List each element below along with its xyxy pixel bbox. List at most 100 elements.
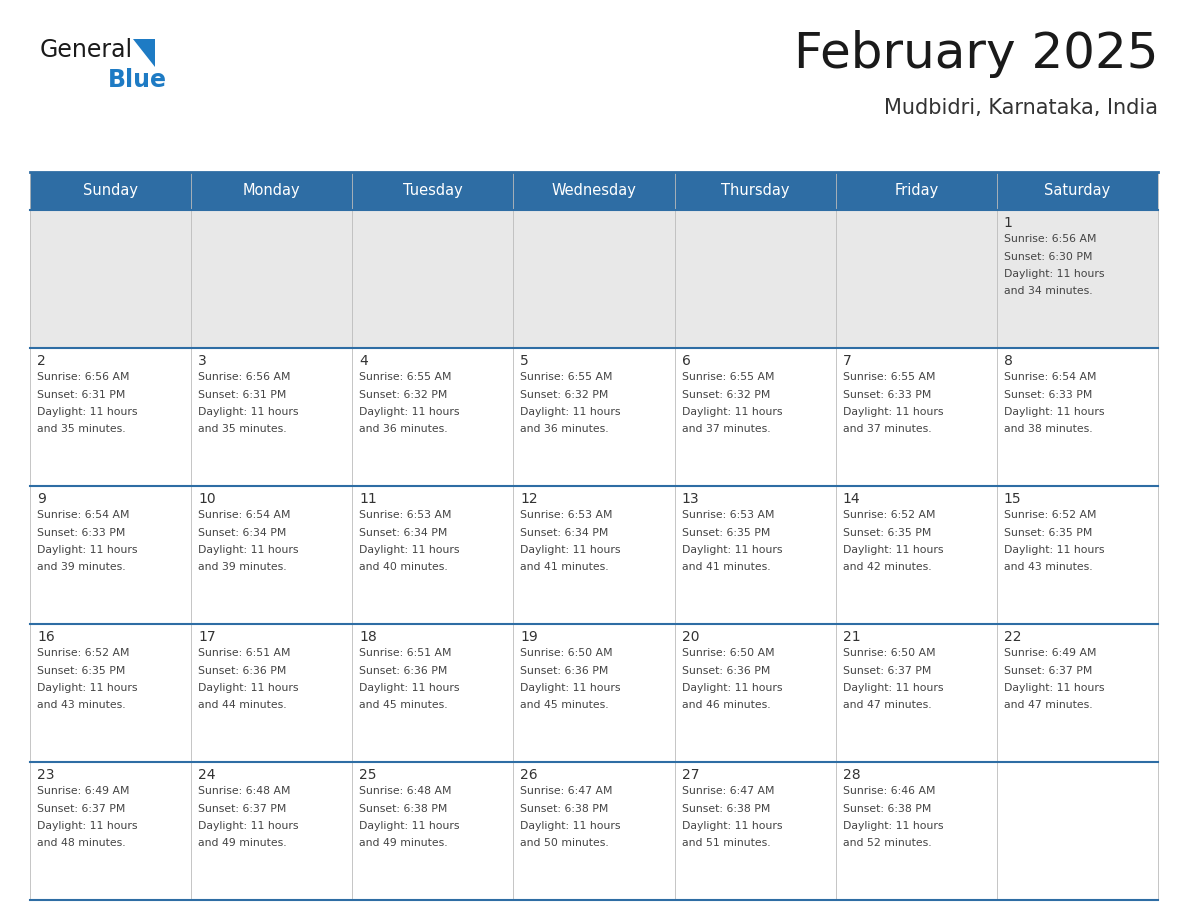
Text: Daylight: 11 hours: Daylight: 11 hours <box>842 407 943 417</box>
Text: Daylight: 11 hours: Daylight: 11 hours <box>37 683 138 693</box>
Text: Daylight: 11 hours: Daylight: 11 hours <box>842 683 943 693</box>
Text: Sunset: 6:36 PM: Sunset: 6:36 PM <box>682 666 770 676</box>
Text: Thursday: Thursday <box>721 184 789 198</box>
Text: General: General <box>40 38 133 62</box>
Text: Sunset: 6:34 PM: Sunset: 6:34 PM <box>359 528 448 538</box>
Text: 22: 22 <box>1004 630 1022 644</box>
Text: February 2025: February 2025 <box>794 30 1158 78</box>
Text: Daylight: 11 hours: Daylight: 11 hours <box>359 821 460 831</box>
Text: Daylight: 11 hours: Daylight: 11 hours <box>198 683 298 693</box>
Text: 4: 4 <box>359 354 368 368</box>
Text: 13: 13 <box>682 492 700 506</box>
Text: Sunset: 6:37 PM: Sunset: 6:37 PM <box>37 803 126 813</box>
Text: 7: 7 <box>842 354 852 368</box>
Text: and 43 minutes.: and 43 minutes. <box>37 700 126 711</box>
Text: 27: 27 <box>682 768 699 782</box>
Text: and 35 minutes.: and 35 minutes. <box>37 424 126 434</box>
Text: and 50 minutes.: and 50 minutes. <box>520 838 609 848</box>
Text: and 37 minutes.: and 37 minutes. <box>682 424 770 434</box>
Text: Daylight: 11 hours: Daylight: 11 hours <box>1004 683 1105 693</box>
Text: and 52 minutes.: and 52 minutes. <box>842 838 931 848</box>
Text: Sunset: 6:36 PM: Sunset: 6:36 PM <box>520 666 608 676</box>
Text: 19: 19 <box>520 630 538 644</box>
Text: Sunrise: 6:53 AM: Sunrise: 6:53 AM <box>520 510 613 520</box>
Text: and 38 minutes.: and 38 minutes. <box>1004 424 1093 434</box>
Text: Sunrise: 6:56 AM: Sunrise: 6:56 AM <box>1004 234 1097 244</box>
Text: and 42 minutes.: and 42 minutes. <box>842 563 931 573</box>
Text: Sunrise: 6:52 AM: Sunrise: 6:52 AM <box>1004 510 1097 520</box>
Text: and 47 minutes.: and 47 minutes. <box>1004 700 1093 711</box>
Bar <box>30 210 1158 348</box>
Text: Sunset: 6:35 PM: Sunset: 6:35 PM <box>842 528 931 538</box>
Text: Daylight: 11 hours: Daylight: 11 hours <box>520 545 621 555</box>
Text: Daylight: 11 hours: Daylight: 11 hours <box>520 821 621 831</box>
Text: Sunset: 6:38 PM: Sunset: 6:38 PM <box>359 803 448 813</box>
Text: 20: 20 <box>682 630 699 644</box>
Text: 23: 23 <box>37 768 55 782</box>
Text: and 43 minutes.: and 43 minutes. <box>1004 563 1093 573</box>
Text: 14: 14 <box>842 492 860 506</box>
Text: and 48 minutes.: and 48 minutes. <box>37 838 126 848</box>
Text: 21: 21 <box>842 630 860 644</box>
Text: Mudbidri, Karnataka, India: Mudbidri, Karnataka, India <box>884 98 1158 118</box>
Text: Sunrise: 6:54 AM: Sunrise: 6:54 AM <box>198 510 291 520</box>
Text: Tuesday: Tuesday <box>403 184 463 198</box>
Text: 18: 18 <box>359 630 377 644</box>
Text: and 41 minutes.: and 41 minutes. <box>520 563 609 573</box>
Text: Sunrise: 6:52 AM: Sunrise: 6:52 AM <box>37 648 129 658</box>
Text: 15: 15 <box>1004 492 1022 506</box>
Text: Sunrise: 6:51 AM: Sunrise: 6:51 AM <box>198 648 291 658</box>
Text: Sunrise: 6:49 AM: Sunrise: 6:49 AM <box>37 786 129 796</box>
Text: Sunset: 6:32 PM: Sunset: 6:32 PM <box>520 389 608 399</box>
Text: 17: 17 <box>198 630 216 644</box>
Text: Sunset: 6:32 PM: Sunset: 6:32 PM <box>359 389 448 399</box>
Text: Sunset: 6:38 PM: Sunset: 6:38 PM <box>842 803 931 813</box>
Text: 10: 10 <box>198 492 216 506</box>
Text: Sunrise: 6:46 AM: Sunrise: 6:46 AM <box>842 786 935 796</box>
Text: Sunset: 6:37 PM: Sunset: 6:37 PM <box>842 666 931 676</box>
Text: Sunrise: 6:48 AM: Sunrise: 6:48 AM <box>359 786 451 796</box>
Text: Daylight: 11 hours: Daylight: 11 hours <box>37 821 138 831</box>
Text: Sunset: 6:34 PM: Sunset: 6:34 PM <box>198 528 286 538</box>
Text: Sunrise: 6:47 AM: Sunrise: 6:47 AM <box>520 786 613 796</box>
Text: and 40 minutes.: and 40 minutes. <box>359 563 448 573</box>
Text: and 47 minutes.: and 47 minutes. <box>842 700 931 711</box>
Text: Sunset: 6:30 PM: Sunset: 6:30 PM <box>1004 252 1092 262</box>
Text: Sunrise: 6:50 AM: Sunrise: 6:50 AM <box>842 648 935 658</box>
Text: 8: 8 <box>1004 354 1012 368</box>
Text: Sunset: 6:31 PM: Sunset: 6:31 PM <box>37 389 126 399</box>
Text: Daylight: 11 hours: Daylight: 11 hours <box>682 821 782 831</box>
Text: Sunrise: 6:47 AM: Sunrise: 6:47 AM <box>682 786 775 796</box>
Bar <box>30 348 1158 486</box>
Text: 24: 24 <box>198 768 216 782</box>
Text: Sunrise: 6:54 AM: Sunrise: 6:54 AM <box>37 510 129 520</box>
Text: and 45 minutes.: and 45 minutes. <box>359 700 448 711</box>
Text: Sunrise: 6:50 AM: Sunrise: 6:50 AM <box>682 648 775 658</box>
Text: Sunrise: 6:50 AM: Sunrise: 6:50 AM <box>520 648 613 658</box>
Text: Daylight: 11 hours: Daylight: 11 hours <box>682 407 782 417</box>
Text: and 41 minutes.: and 41 minutes. <box>682 563 770 573</box>
Bar <box>30 762 1158 900</box>
Text: 26: 26 <box>520 768 538 782</box>
Text: Sunset: 6:35 PM: Sunset: 6:35 PM <box>37 666 126 676</box>
Text: Sunday: Sunday <box>83 184 138 198</box>
Text: and 39 minutes.: and 39 minutes. <box>198 563 286 573</box>
Text: Sunset: 6:38 PM: Sunset: 6:38 PM <box>682 803 770 813</box>
Text: Sunrise: 6:52 AM: Sunrise: 6:52 AM <box>842 510 935 520</box>
Text: Sunrise: 6:53 AM: Sunrise: 6:53 AM <box>359 510 451 520</box>
Text: Daylight: 11 hours: Daylight: 11 hours <box>682 545 782 555</box>
Text: 2: 2 <box>37 354 46 368</box>
Text: Sunset: 6:34 PM: Sunset: 6:34 PM <box>520 528 608 538</box>
Text: Friday: Friday <box>895 184 939 198</box>
Text: Daylight: 11 hours: Daylight: 11 hours <box>520 683 621 693</box>
Bar <box>30 624 1158 762</box>
Text: Sunrise: 6:55 AM: Sunrise: 6:55 AM <box>359 372 451 382</box>
Text: 3: 3 <box>198 354 207 368</box>
Text: Sunset: 6:35 PM: Sunset: 6:35 PM <box>1004 528 1092 538</box>
Text: Sunset: 6:37 PM: Sunset: 6:37 PM <box>198 803 286 813</box>
Text: and 49 minutes.: and 49 minutes. <box>359 838 448 848</box>
Text: 25: 25 <box>359 768 377 782</box>
Text: Daylight: 11 hours: Daylight: 11 hours <box>359 545 460 555</box>
Text: Sunrise: 6:55 AM: Sunrise: 6:55 AM <box>520 372 613 382</box>
Text: and 34 minutes.: and 34 minutes. <box>1004 286 1093 297</box>
